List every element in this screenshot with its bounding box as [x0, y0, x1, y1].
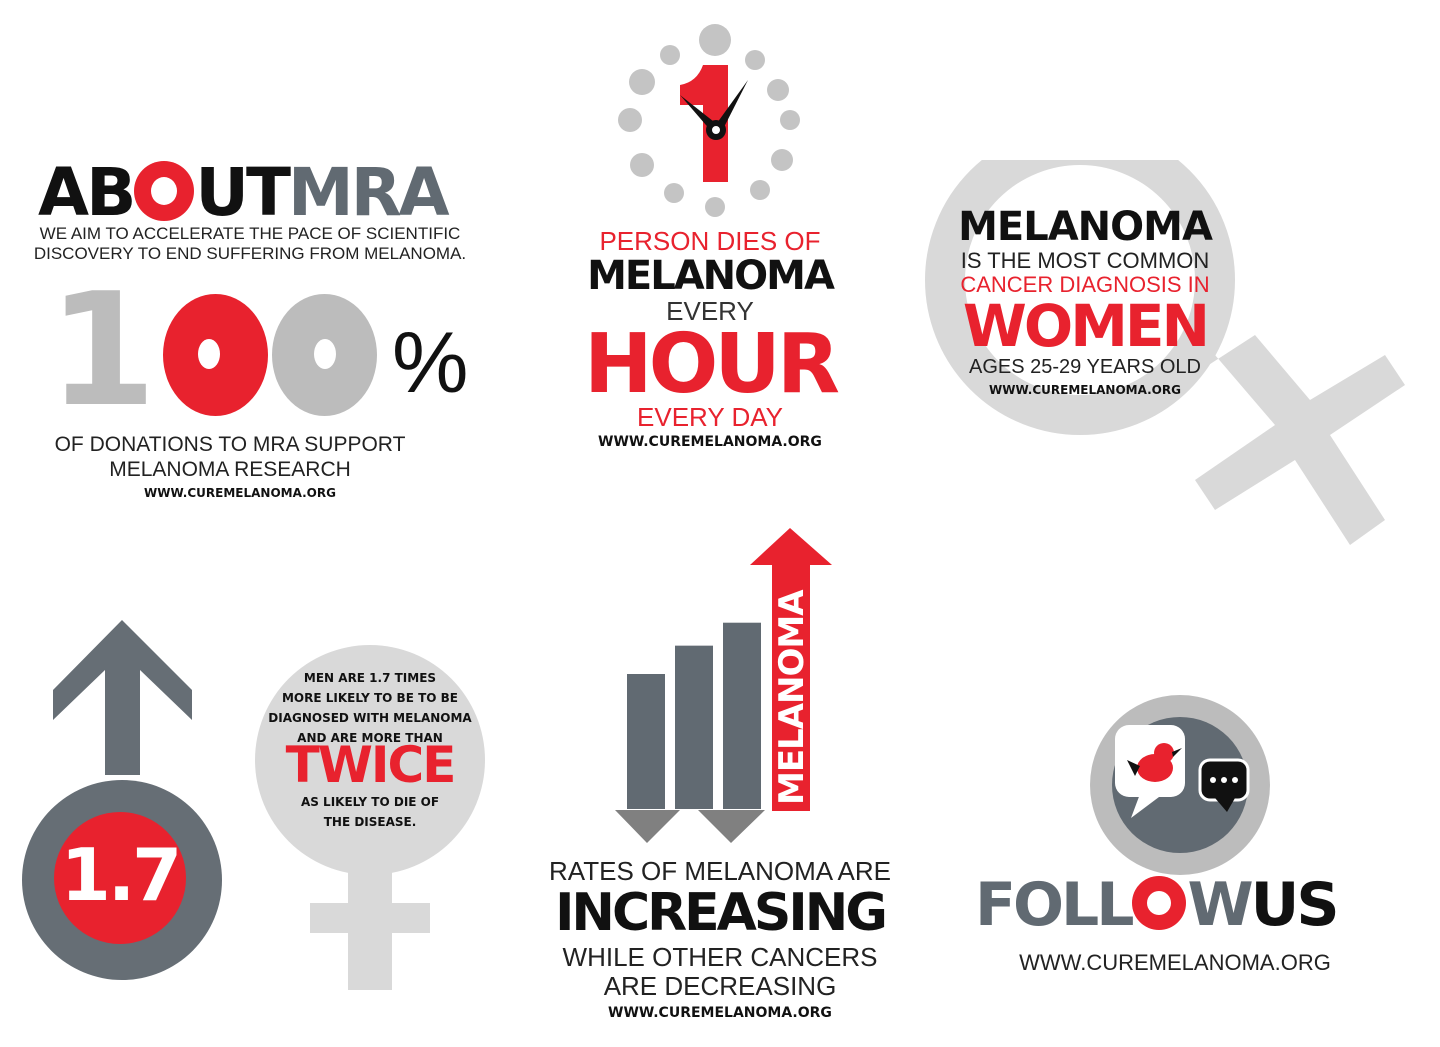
men-line7: THE DISEASE. — [323, 815, 417, 829]
rates-graphic: MELANOMA — [615, 528, 832, 843]
men-line2: MORE LIKELY TO BE TO BE — [281, 691, 458, 705]
follow-title-part2: W — [1187, 870, 1253, 940]
hour-url[interactable]: WWW.CUREMELANOMA.ORG — [598, 434, 822, 450]
women-line3: CANCER DIAGNOSIS IN — [960, 272, 1210, 297]
clock-dots — [618, 24, 800, 217]
social-badge — [1090, 695, 1270, 875]
rates-line4: ARE DECREASING — [603, 971, 837, 1001]
hour-line1: PERSON DIES OF — [599, 226, 821, 256]
men-stat: 1.7 — [60, 833, 183, 917]
clock-graphic: 1 — [618, 24, 800, 217]
rates-line1: RATES OF MELANOMA ARE — [549, 856, 891, 886]
rates-line3: WHILE OTHER CANCERS — [562, 942, 878, 972]
men-line1: MEN ARE 1.7 TIMES — [303, 671, 437, 685]
rates-bar-1 — [627, 674, 665, 809]
rising-arrow-head — [750, 528, 832, 565]
women-url[interactable]: WWW.CUREMELANOMA.ORG — [989, 383, 1181, 397]
about-caption: OF DONATIONS TO MRA SUPPORT MELANOMA RES… — [20, 432, 440, 482]
follow-title-o: O — [1132, 876, 1187, 930]
about-mission: WE AIM TO ACCELERATE THE PACE OF SCIENTI… — [0, 224, 500, 264]
about-title-part1: AB — [38, 154, 136, 231]
men-text: MEN ARE 1.7 TIMES MORE LIKELY TO BE TO B… — [240, 668, 500, 748]
clock-hour-hand — [680, 95, 718, 132]
women-line5: AGES 25-29 YEARS OLD — [969, 356, 1201, 378]
about-mission-line2: DISCOVERY TO END SUFFERING FROM MELANOMA… — [33, 244, 467, 263]
follow-title: FOLLOWUS — [975, 870, 1375, 945]
hour-line3: EVERY — [666, 296, 754, 326]
rates-bar-2 — [675, 645, 713, 809]
about-caption-line2: MELANOMA RESEARCH — [109, 458, 351, 481]
men-line3: DIAGNOSED WITH MELANOMA — [268, 711, 472, 725]
hour-line2: MELANOMA — [587, 253, 835, 299]
rates-bars — [627, 622, 761, 809]
rates-line2: INCREASING — [555, 883, 888, 943]
about-mission-line1: WE AIM TO ACCELERATE THE PACE OF SCIENTI… — [39, 224, 461, 243]
female-symbol-small — [255, 645, 485, 990]
clock-number-one — [680, 65, 728, 182]
women-line4: WOMEN — [962, 292, 1210, 360]
bird-bubble-icon — [1115, 725, 1185, 818]
male-symbol — [22, 620, 222, 980]
women-line2: IS THE MOST COMMON — [960, 248, 1210, 273]
rates-bar-3 — [723, 622, 761, 809]
follow-title-part3: US — [1250, 870, 1340, 940]
about-title-part3: MRA — [288, 154, 450, 231]
men-line6: AS LIKELY TO DIE OF — [300, 795, 440, 809]
chat-bubble-icon — [1198, 758, 1250, 812]
rates-url[interactable]: WWW.CUREMELANOMA.ORG — [608, 1005, 832, 1021]
about-url[interactable]: WWW.CUREMELANOMA.ORG — [144, 486, 336, 500]
hour-line4: HOUR — [583, 317, 840, 412]
about-title: ABOUTMRA — [38, 158, 450, 228]
rising-arrow-shaft — [772, 565, 810, 811]
clock-minute-hand — [712, 80, 748, 135]
women-line1: MELANOMA — [958, 204, 1213, 250]
follow-url[interactable]: WWW.CUREMELANOMA.ORG — [1019, 950, 1331, 975]
about-stat-zero-grey: 0 — [272, 294, 377, 416]
about-caption-line1: OF DONATIONS TO MRA SUPPORT — [54, 433, 406, 456]
down-arrow-1 — [615, 810, 680, 843]
about-title-o: O — [134, 161, 195, 221]
about-stat-percent: % — [392, 315, 469, 411]
men-line5: TWICE — [285, 736, 457, 794]
men-text-bottom: AS LIKELY TO DIE OF THE DISEASE. — [240, 792, 500, 832]
about-title-part2: UT — [195, 154, 291, 231]
down-arrow-2 — [698, 810, 765, 843]
follow-title-part1: FOLL — [975, 870, 1134, 940]
rising-arrow-label: MELANOMA — [772, 589, 812, 805]
female-symbol-large — [925, 160, 1405, 545]
men-line4: AND ARE MORE THAN — [297, 731, 443, 745]
about-stat-one: 1 — [48, 259, 157, 441]
hour-line5: EVERY DAY — [637, 402, 783, 432]
about-stat-zero-red: 0 — [163, 294, 268, 416]
